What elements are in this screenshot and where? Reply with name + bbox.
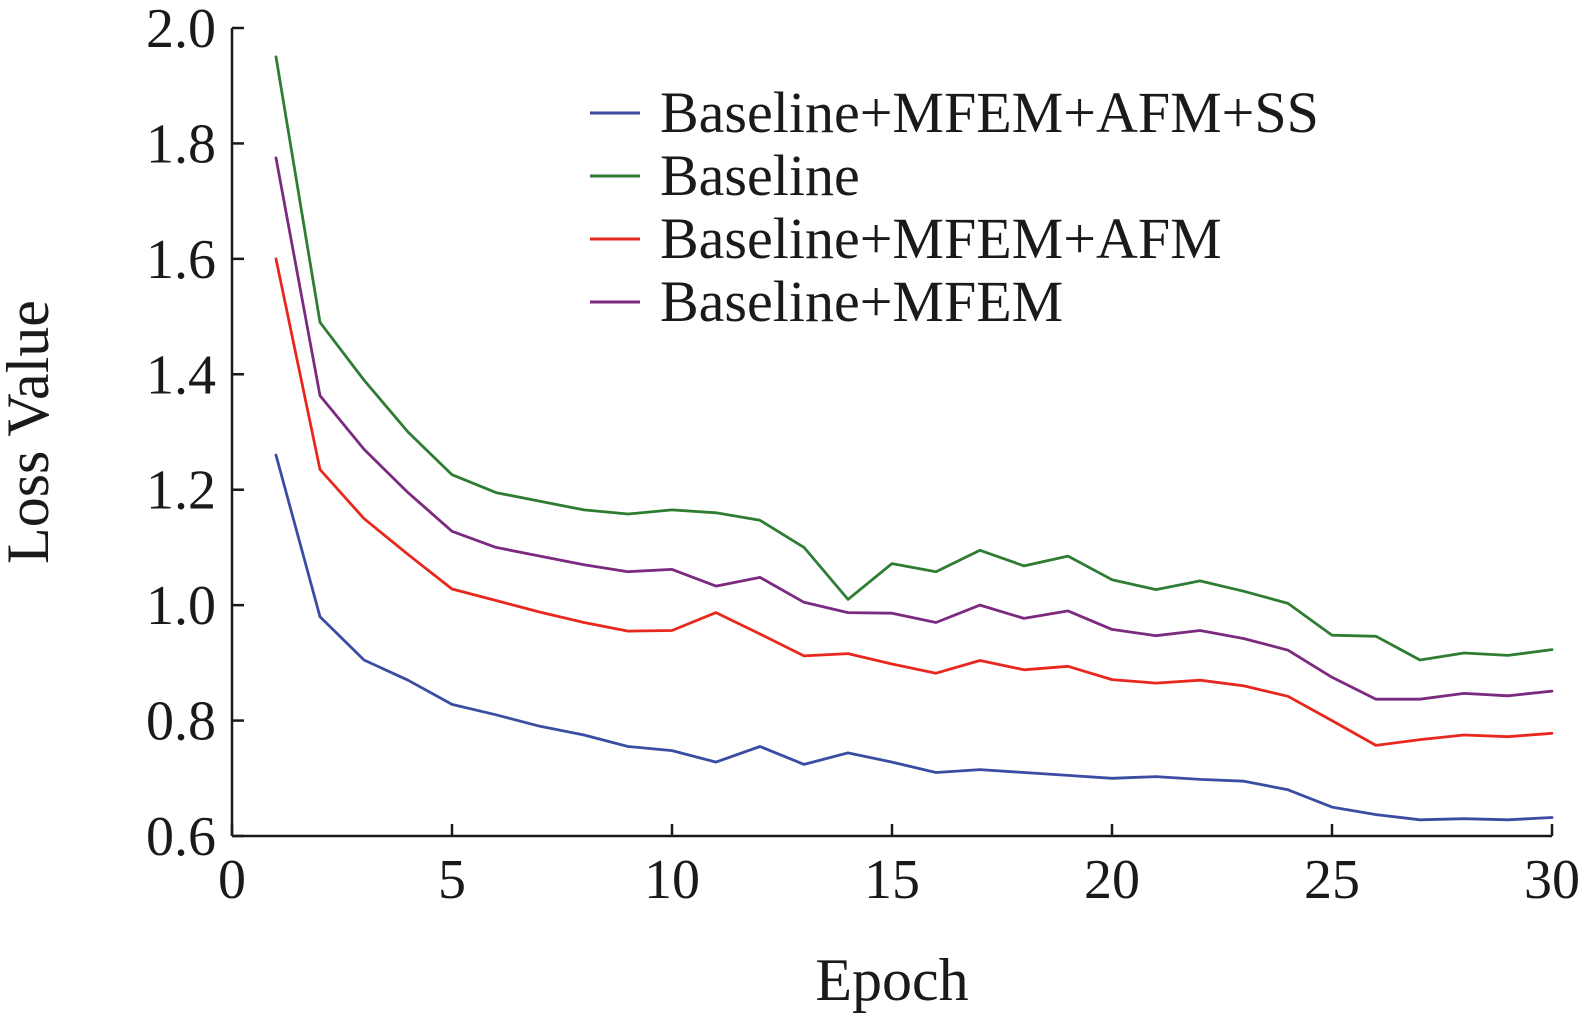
x-tick-label: 5 xyxy=(438,849,466,911)
axes: 0.6 0.8 1.0 1.2 1.4 1.6 1.8 2.0 0 5 10 15 20 25 30 xyxy=(146,0,1580,911)
y-tick-label: 1.6 xyxy=(146,229,216,291)
series-line-3 xyxy=(274,257,1554,747)
y-tick-label: 1.0 xyxy=(146,575,216,637)
legend-label: Baseline+MFEM xyxy=(660,269,1063,334)
x-tick-label: 25 xyxy=(1304,849,1360,911)
y-tick-label: 1.4 xyxy=(146,344,216,406)
series-line-2 xyxy=(274,55,1554,662)
y-tick-label: 0.6 xyxy=(146,806,216,868)
series-line-4 xyxy=(274,156,1554,701)
series-lines xyxy=(274,55,1554,822)
y-tick-label: 0.8 xyxy=(146,691,216,753)
y-axis-title: Loss Value xyxy=(0,300,61,564)
legend-label: Baseline+MFEM+AFM+SS xyxy=(660,80,1319,145)
y-tick-label: 1.8 xyxy=(146,113,216,175)
legend-label: Baseline+MFEM+AFM xyxy=(660,206,1222,271)
x-tick-label: 10 xyxy=(644,849,700,911)
series-line-1 xyxy=(274,453,1554,822)
legend-label: Baseline xyxy=(660,143,860,208)
legend: Baseline+MFEM+AFM+SSBaselineBaseline+MFE… xyxy=(590,80,1319,334)
y-tick-label: 1.2 xyxy=(146,460,216,522)
x-tick-label: 15 xyxy=(864,849,920,911)
x-tick-label: 0 xyxy=(218,849,246,911)
x-tick-label: 30 xyxy=(1524,849,1580,911)
x-axis-title: Epoch xyxy=(815,947,968,1013)
x-tick-label: 20 xyxy=(1084,849,1140,911)
y-tick-label: 2.0 xyxy=(146,0,216,60)
